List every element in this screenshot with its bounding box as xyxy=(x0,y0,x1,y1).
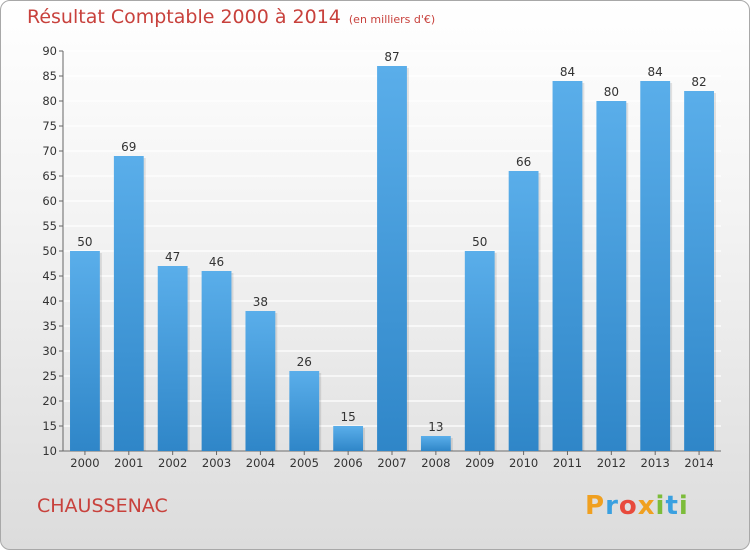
commune-name: CHAUSSENAC xyxy=(37,495,168,517)
data-label: 66 xyxy=(516,155,531,169)
data-label: 80 xyxy=(604,85,619,99)
y-tick-label: 50 xyxy=(42,244,57,258)
x-tick-label: 2004 xyxy=(246,456,275,470)
chart-subtitle: (en milliers d'€) xyxy=(348,13,436,26)
data-label: 15 xyxy=(340,410,355,424)
chart-title-block: Résultat Comptable 2000 à 2014 (en millie… xyxy=(27,6,435,28)
x-tick-label: 2009 xyxy=(465,456,494,470)
bar-layer xyxy=(70,66,716,451)
y-tick-label: 20 xyxy=(42,394,57,408)
y-tick-label: 55 xyxy=(42,219,57,233)
y-tick-label: 10 xyxy=(42,444,57,458)
x-tick-label: 2012 xyxy=(597,456,626,470)
data-label: 87 xyxy=(384,50,399,64)
y-tick-label: 25 xyxy=(42,369,57,383)
logo-letter: P xyxy=(585,491,606,521)
label-layer: 50 69 47 46 38 26 15 87 13 50 66 84 80 84 82 xyxy=(77,50,706,434)
logo-letter: r xyxy=(605,491,619,521)
x-tick-label: 2013 xyxy=(641,456,670,470)
logo-letter: x xyxy=(637,491,656,521)
bar xyxy=(157,266,188,451)
x-tick-label: 2014 xyxy=(684,456,713,470)
x-tick-label: 2005 xyxy=(290,456,319,470)
proxiti-logo: Proxiti xyxy=(585,491,689,521)
x-tick-label: 2010 xyxy=(509,456,538,470)
x-tick-label: 2006 xyxy=(333,456,362,470)
data-label: 69 xyxy=(121,140,136,154)
x-tick-label: 2003 xyxy=(202,456,231,470)
logo-letter: i xyxy=(655,491,666,521)
y-tick-label: 90 xyxy=(42,44,57,58)
x-tick-label: 2007 xyxy=(377,456,406,470)
y-tick-label: 15 xyxy=(42,419,57,433)
data-label: 84 xyxy=(560,65,575,79)
data-label: 26 xyxy=(297,355,312,369)
data-label: 84 xyxy=(648,65,663,79)
data-label: 47 xyxy=(165,250,180,264)
bar xyxy=(464,251,495,451)
bar xyxy=(552,81,583,451)
y-tick-label: 65 xyxy=(42,169,57,183)
chart-title: Résultat Comptable 2000 à 2014 xyxy=(27,6,341,28)
y-tick-label: 45 xyxy=(42,269,57,283)
y-tick-label: 80 xyxy=(42,94,57,108)
x-tick-label: 2000 xyxy=(70,456,99,470)
bar xyxy=(70,251,100,451)
logo-letter: i xyxy=(678,491,689,521)
bar xyxy=(377,66,407,451)
bar xyxy=(113,156,144,451)
bar xyxy=(245,311,276,451)
x-tick-label: 2011 xyxy=(553,456,582,470)
axis-layer: 10 15 20 25 30 35 40 45 50 55 60 65 70 75 80 85 90 2000 20… xyxy=(42,44,721,470)
y-tick-label: 75 xyxy=(42,119,57,133)
bar xyxy=(508,171,539,451)
y-tick-label: 40 xyxy=(42,294,57,308)
y-tick-label: 30 xyxy=(42,344,57,358)
bar xyxy=(201,271,232,451)
y-tick-label: 35 xyxy=(42,319,57,333)
logo-letter: t xyxy=(665,491,679,521)
x-tick-label: 2001 xyxy=(114,456,143,470)
x-tick-label: 2008 xyxy=(421,456,450,470)
data-label: 38 xyxy=(253,295,268,309)
data-label: 82 xyxy=(691,75,706,89)
bar xyxy=(596,101,627,451)
y-tick-label: 60 xyxy=(42,194,57,208)
data-label: 46 xyxy=(209,255,224,269)
bar xyxy=(289,371,320,451)
bar xyxy=(640,81,671,451)
data-label: 50 xyxy=(472,235,487,249)
data-label: 13 xyxy=(428,420,443,434)
y-tick-label: 70 xyxy=(42,144,57,158)
data-label: 50 xyxy=(77,235,92,249)
bar xyxy=(420,436,451,451)
bar xyxy=(684,91,714,451)
y-tick-label: 85 xyxy=(42,69,57,83)
logo-letter: o xyxy=(618,491,638,521)
bar xyxy=(333,426,364,451)
x-tick-label: 2002 xyxy=(158,456,187,470)
